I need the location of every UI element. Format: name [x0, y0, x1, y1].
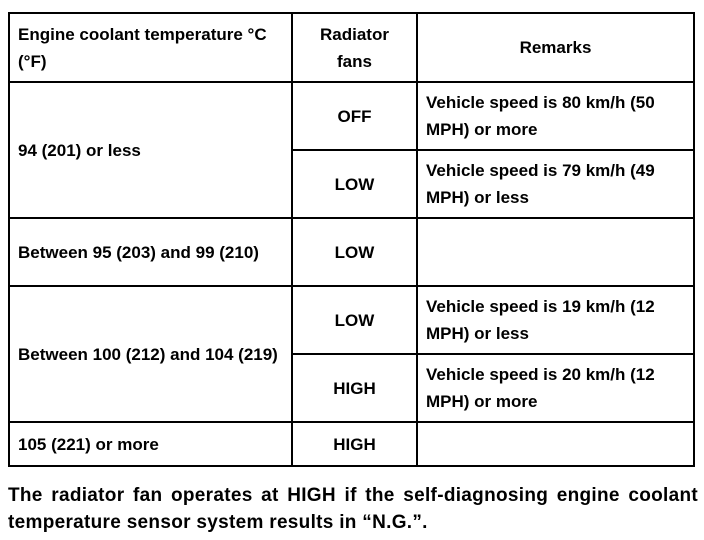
- header-remarks: Remarks: [416, 12, 695, 83]
- header-radiator-fans: Radiator fans: [291, 12, 418, 83]
- fan-cell: HIGH: [291, 353, 418, 423]
- fan-operation-table: Engine coolant temperature °C (°F) Radia…: [8, 12, 695, 467]
- remarks-cell: [416, 421, 695, 467]
- remarks-cell: Vehicle speed is 79 km/h (49 MPH) or les…: [416, 149, 695, 219]
- temp-cell: Between 100 (212) and 104 (219): [8, 285, 293, 423]
- caption: The radiator fan operates at HIGH if the…: [8, 485, 698, 533]
- temp-cell: 105 (221) or more: [8, 421, 293, 467]
- remarks-cell: Vehicle speed is 19 km/h (12 MPH) or les…: [416, 285, 695, 355]
- table-row: HIGH Vehicle speed is 20 km/h (12 MPH) o…: [9, 353, 695, 423]
- remarks-cell: Vehicle speed is 80 km/h (50 MPH) or mor…: [416, 81, 695, 151]
- table-row: 94 (201) or less OFF Vehicle speed is 80…: [8, 81, 695, 219]
- header-temperature: Engine coolant temperature °C (°F): [8, 12, 293, 83]
- fan-cell: LOW: [291, 285, 418, 355]
- temp-cell: Between 95 (203) and 99 (210): [8, 217, 293, 287]
- table-row: Between 95 (203) and 99 (210) LOW: [8, 217, 695, 287]
- table-row: 105 (221) or more HIGH: [8, 421, 695, 467]
- header-row: Engine coolant temperature °C (°F) Radia…: [8, 12, 695, 83]
- fan-cell: LOW: [291, 217, 418, 287]
- table-row: LOW Vehicle speed is 79 km/h (49 MPH) or…: [9, 149, 695, 219]
- remarks-cell: Vehicle speed is 20 km/h (12 MPH) or mor…: [416, 353, 695, 423]
- remarks-cell: [416, 217, 695, 287]
- table-row: Between 100 (212) and 104 (219) LOW Vehi…: [8, 285, 695, 423]
- fan-cell: HIGH: [291, 421, 418, 467]
- fan-cell: LOW: [291, 149, 418, 219]
- fan-cell: OFF: [291, 81, 418, 151]
- temp-cell: 94 (201) or less: [8, 81, 293, 219]
